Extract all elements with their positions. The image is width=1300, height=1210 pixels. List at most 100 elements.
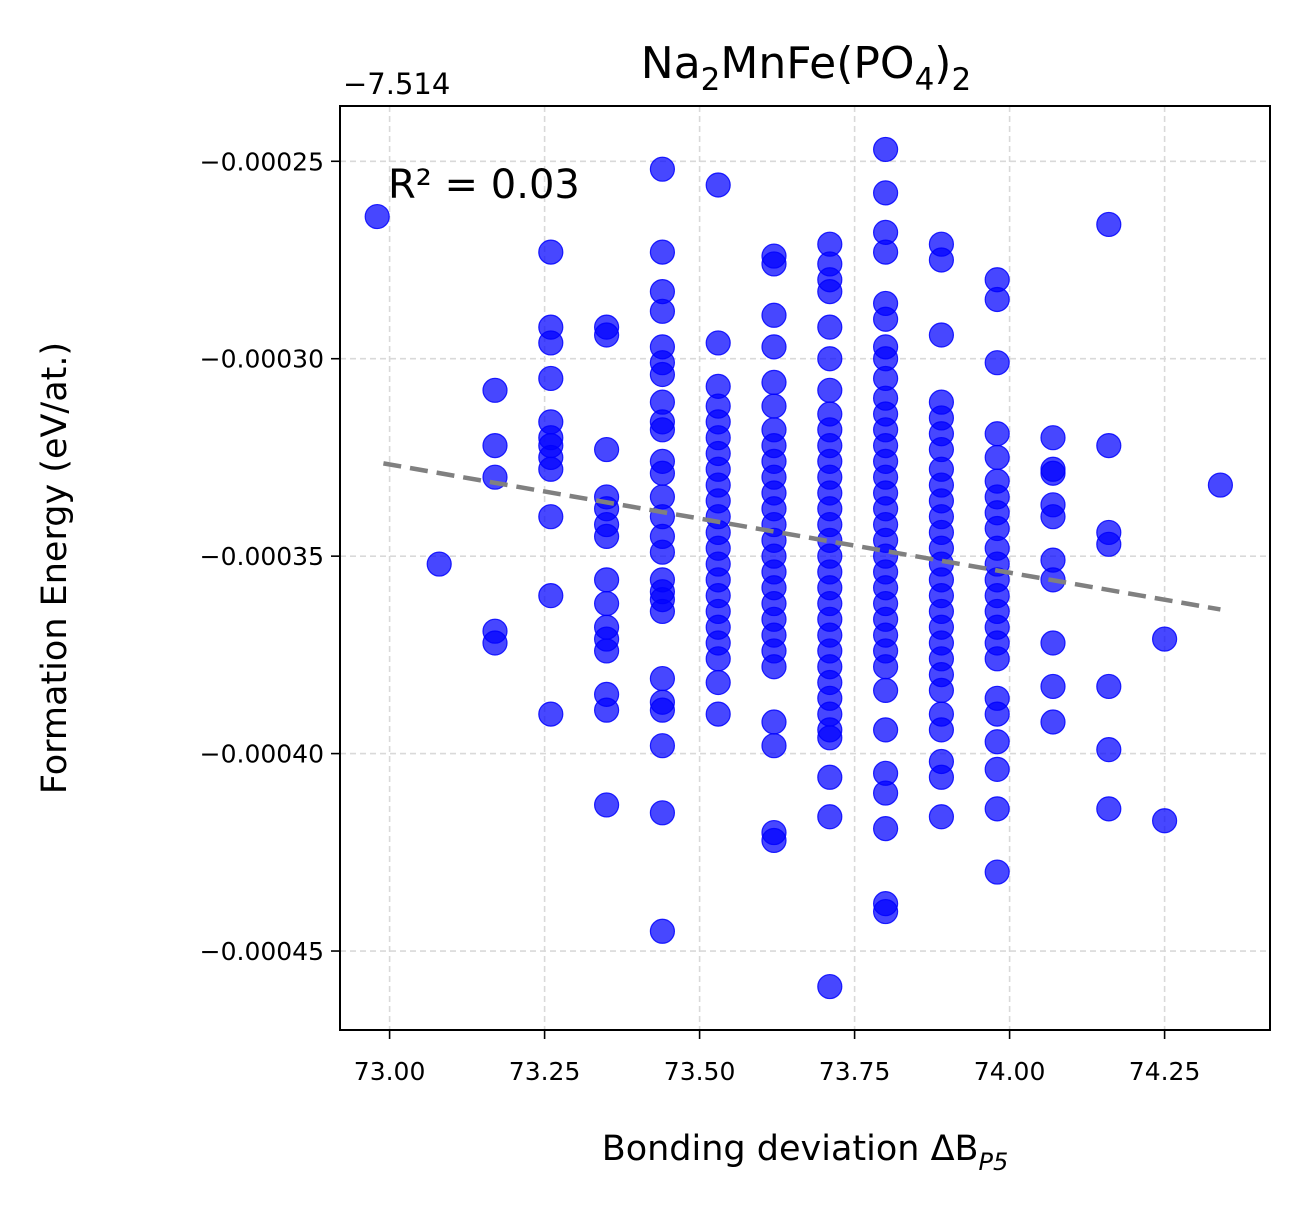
- data-point: [1040, 425, 1066, 451]
- r-squared-annotation: R² = 0.03: [388, 162, 580, 208]
- data-point: [593, 638, 620, 664]
- data-point: [1040, 673, 1066, 700]
- data-point: [872, 654, 899, 680]
- data-point: [1096, 796, 1122, 822]
- data-point: [761, 654, 787, 680]
- data-point: [593, 436, 620, 463]
- data-point: [817, 278, 843, 305]
- title-sub-2: 4: [915, 62, 935, 98]
- y-offset-label: −7.514: [343, 67, 450, 101]
- data-point: [593, 567, 620, 593]
- data-point: [1040, 460, 1066, 486]
- data-point: [928, 247, 955, 273]
- data-point: [984, 421, 1010, 447]
- data-point: [538, 504, 564, 530]
- data-point: [1096, 432, 1122, 459]
- data-point: [705, 172, 731, 198]
- grid-lines: [340, 106, 1270, 1030]
- data-point: [872, 717, 899, 743]
- data-point: [482, 377, 508, 403]
- data-point: [872, 677, 899, 704]
- data-point: [482, 432, 508, 459]
- data-point: [872, 180, 899, 206]
- y-tick-label: −0.00030: [200, 345, 324, 374]
- data-point: [817, 764, 843, 790]
- data-point: [649, 361, 676, 388]
- data-point: [593, 322, 620, 348]
- data-point: [984, 796, 1010, 822]
- data-point: [1207, 472, 1234, 498]
- data-points: [364, 136, 1234, 1000]
- title-mid: MnFe(PO: [720, 38, 914, 89]
- data-point: [817, 725, 843, 751]
- data-point: [817, 314, 843, 340]
- data-point: [761, 369, 787, 396]
- data-point: [761, 334, 787, 360]
- data-point: [872, 306, 899, 332]
- data-point: [538, 239, 564, 265]
- data-point: [1151, 808, 1178, 834]
- title-close: ): [934, 38, 951, 89]
- data-point: [761, 733, 787, 759]
- x-tick-label: 73.50: [664, 1057, 736, 1086]
- data-point: [817, 377, 843, 403]
- data-point: [817, 346, 843, 372]
- data-point: [1096, 531, 1122, 557]
- data-point: [872, 780, 899, 806]
- data-point: [984, 701, 1010, 727]
- data-point: [872, 816, 899, 842]
- x-tick-label: 74.00: [974, 1057, 1046, 1086]
- fit-line: [383, 461, 1221, 612]
- data-point: [1096, 211, 1122, 238]
- y-axis-title: Formation Energy (eV/at.): [35, 342, 75, 794]
- data-point: [364, 203, 390, 230]
- x-axis-title-main: Bonding deviation ΔB: [602, 1129, 979, 1169]
- data-point: [538, 583, 564, 609]
- data-point: [1040, 504, 1066, 530]
- x-axis-title: Bonding deviation ΔBP5: [602, 1129, 1009, 1176]
- data-point: [649, 697, 676, 723]
- data-point: [761, 302, 787, 328]
- data-point: [482, 630, 508, 656]
- data-point: [872, 239, 899, 265]
- data-point: [705, 701, 731, 727]
- x-axis-title-sub: P5: [979, 1148, 1009, 1176]
- data-point: [1151, 626, 1178, 652]
- data-point: [649, 598, 676, 625]
- data-point: [593, 697, 620, 723]
- data-point: [705, 330, 731, 356]
- data-point: [984, 729, 1010, 755]
- data-point: [984, 646, 1010, 672]
- data-point: [649, 298, 676, 324]
- data-point: [1040, 709, 1066, 735]
- data-point: [761, 827, 787, 854]
- data-point: [1040, 630, 1066, 656]
- data-point: [872, 136, 899, 163]
- data-point: [593, 590, 620, 617]
- x-tick-label: 73.25: [509, 1057, 581, 1086]
- data-point: [761, 251, 787, 277]
- data-point: [649, 239, 676, 265]
- data-point: [1096, 737, 1122, 763]
- data-point: [649, 733, 676, 759]
- data-point: [1096, 673, 1122, 700]
- data-point: [593, 523, 620, 550]
- data-point: [928, 764, 955, 790]
- data-point: [649, 665, 676, 692]
- data-point: [705, 646, 731, 672]
- data-point: [538, 330, 564, 356]
- plot-frame: [339, 105, 1271, 1031]
- x-tick-label: 73.00: [354, 1057, 426, 1086]
- data-point: [593, 792, 620, 818]
- data-point: [872, 898, 899, 925]
- y-tick-label: −0.00025: [200, 147, 324, 176]
- y-tick-label: −0.00040: [200, 740, 324, 769]
- data-point: [761, 393, 787, 419]
- data-point: [705, 669, 731, 696]
- data-point: [928, 322, 955, 348]
- data-point: [649, 539, 676, 565]
- data-point: [817, 973, 843, 1000]
- data-point: [538, 701, 564, 727]
- title-sub-3: 2: [951, 62, 971, 98]
